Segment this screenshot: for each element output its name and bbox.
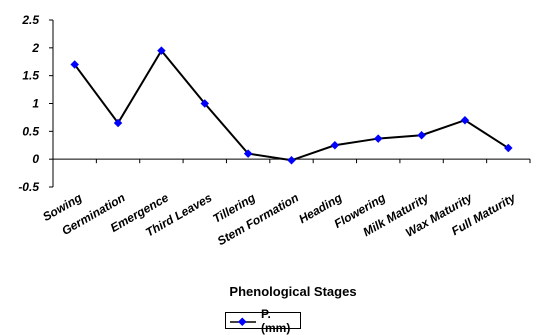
x-axis-title: Phenological Stages: [229, 284, 356, 299]
series-lines: [70, 46, 513, 165]
data-point-marker: [113, 118, 123, 128]
legend-label: P.(mm): [261, 306, 291, 335]
legend-swatch-icon: [229, 315, 257, 327]
y-tick-label: 0: [32, 152, 39, 166]
series-line: [73, 48, 509, 162]
data-point-marker: [243, 149, 253, 158]
y-tick-label: 2: [31, 41, 39, 55]
data-point-marker: [417, 130, 426, 140]
data-point-marker: [70, 60, 79, 69]
y-axis: 2.5 2 1.5 1 0.5 0 -0.5: [18, 13, 54, 194]
y-tick-label: 1: [32, 97, 39, 111]
data-point-marker: [330, 141, 340, 150]
data-point-marker: [287, 156, 296, 165]
data-point-marker: [460, 115, 470, 125]
y-tick-label: 2.5: [21, 13, 39, 27]
data-point-marker: [200, 99, 210, 108]
y-tick-label: -0.5: [18, 180, 39, 194]
y-tick-label: 0.5: [22, 124, 39, 138]
data-point-marker: [504, 143, 513, 153]
y-tick-label: 1.5: [22, 69, 39, 83]
data-point-marker: [373, 134, 383, 143]
legend: P.(mm): [225, 307, 301, 335]
data-point-marker: [157, 46, 166, 55]
